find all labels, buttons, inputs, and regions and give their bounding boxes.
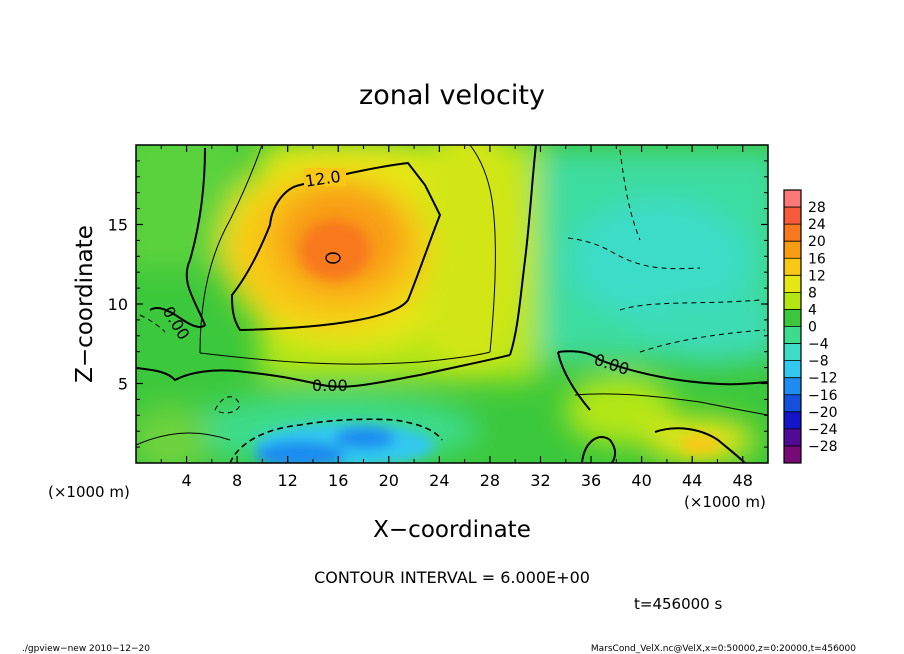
x-tick-label: 4: [181, 471, 191, 490]
contour-bottom-right: [654, 427, 746, 463]
contour-12-line: [230, 161, 442, 332]
contour-minus6-right: [639, 329, 766, 353]
x-tick-label: 20: [379, 471, 399, 490]
contour-zero-right-lower: [557, 351, 591, 411]
colorbar-label: −20: [808, 405, 838, 421]
footer-right: MarsCond_VelX.nc@VelX,x=0:50000,z=0:2000…: [591, 644, 856, 654]
plot-field: [136, 145, 768, 463]
colorbar-segment: [784, 343, 801, 362]
x-tick-label: 28: [480, 471, 500, 490]
contour-6-bottom: [199, 351, 491, 365]
contour-zero-right: [557, 350, 768, 386]
colorbar-label: −4: [808, 337, 829, 353]
contour-zero-middle: [136, 354, 511, 388]
colorbar-segment: [784, 224, 801, 242]
y-tick-label: 15: [108, 216, 128, 235]
colorbar-label: 4: [808, 302, 817, 318]
x-tick-label: 32: [530, 471, 550, 490]
contour-18-ring: [325, 252, 341, 264]
x-unit-right: (×1000 m): [684, 493, 766, 511]
contour-label-12: 12.0: [304, 167, 342, 191]
x-tick-label: 12: [278, 471, 298, 490]
contour-6-lower-left: [136, 432, 231, 446]
contour-minus6-upper: [567, 237, 701, 270]
contour-6-lower-right: [574, 393, 768, 416]
x-tick-label: 16: [328, 471, 348, 490]
colorbar-segment: [784, 292, 801, 310]
x-tick-label: 48: [733, 471, 753, 490]
contour-minus6-leftedge: [139, 314, 166, 333]
colorbar-label: 0: [808, 320, 817, 336]
y-tick-label: 10: [108, 295, 128, 314]
colorbar-label: 8: [808, 285, 817, 301]
contour-small-lobe: [581, 435, 617, 463]
contour-zero-vertical: [509, 145, 537, 356]
time-label: t=456000 s: [634, 595, 722, 613]
colorbar-label: 16: [808, 251, 826, 267]
colorbar-segment: [784, 360, 801, 379]
colorbar-segment: [784, 190, 801, 208]
x-tick-label: 40: [631, 471, 651, 490]
colorbar-label: −16: [808, 388, 838, 404]
colorbar-label: −8: [808, 354, 829, 370]
chart-title: zonal velocity: [359, 80, 545, 111]
colorbar-segment: [784, 428, 801, 447]
contour-6-left: [199, 145, 263, 354]
contour-minus6-top: [619, 149, 641, 241]
colorbar-label: 24: [808, 217, 826, 233]
contour-interval-note: CONTOUR INTERVAL = 6.000E+00: [314, 568, 590, 587]
colorbar-label: 20: [808, 234, 826, 250]
x-tick-label: 44: [682, 471, 702, 490]
colorbar-segment: [784, 326, 801, 345]
colorbar-label: 28: [808, 200, 826, 216]
colorbar-segment: [784, 207, 801, 225]
footer-left: ./gpview−new 2010−12−20: [22, 644, 150, 654]
x-tick-label: 24: [429, 471, 449, 490]
contour-6-right: [469, 145, 496, 353]
y-tick-label: 5: [118, 375, 128, 394]
contour-negative-bottom: [229, 418, 443, 463]
colorbar-label: −12: [808, 371, 838, 387]
x-axis-label: X−coordinate: [373, 517, 531, 543]
x-tick-label: 8: [232, 471, 242, 490]
contours: [136, 145, 768, 463]
contour-minus6-mid: [619, 299, 761, 311]
colorbar-label: −28: [808, 439, 838, 455]
colorbar-label: −24: [808, 422, 838, 438]
colorbar-segment: [784, 445, 801, 464]
colorbar-label: 12: [808, 268, 826, 284]
colorbar-segment: [784, 241, 801, 259]
colorbar-segment: [784, 377, 801, 396]
colorbar-segment: [784, 394, 801, 413]
colorbar-segment: [784, 411, 801, 430]
y-axis-label: Z−coordinate: [72, 225, 98, 383]
contour-minus6-small: [214, 396, 241, 414]
colorbar-segment: [784, 275, 801, 293]
x-tick-label: 36: [581, 471, 601, 490]
contour-label-bg: [304, 168, 346, 186]
colorbar-segment: [784, 309, 801, 327]
x-axis: 4 8 12 16 20 24 28 32 36 40 44 48: [160, 145, 753, 490]
y-axis: 5 10 15: [108, 160, 768, 448]
colorbar-segment: [784, 258, 801, 276]
contour-label-0-middle: 0.00: [312, 376, 348, 395]
x-unit-left: (×1000 m): [48, 483, 130, 501]
